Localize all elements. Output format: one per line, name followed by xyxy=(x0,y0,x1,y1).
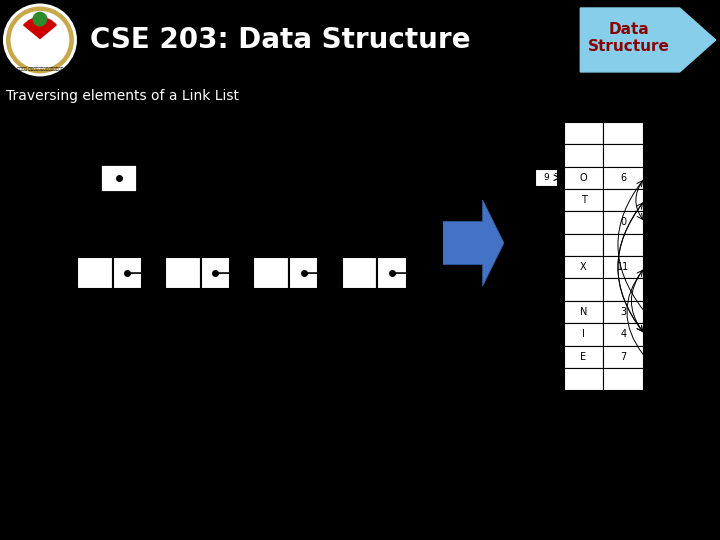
Text: 2.  Repeat Steps 3 and 4 while PTR ≠ NULL.: 2. Repeat Steps 3 and 4 while PTR ≠ NULL… xyxy=(21,398,312,411)
Text: O: O xyxy=(580,173,588,183)
Text: PTR := LINK[PTR]: PTR := LINK[PTR] xyxy=(215,325,311,334)
Bar xyxy=(377,257,407,289)
Text: 3.         Apply PROCESS to INFO[PTR].: 3. Apply PROCESS to INFO[PTR]. xyxy=(21,426,274,439)
Text: 6: 6 xyxy=(553,240,559,249)
Circle shape xyxy=(4,4,76,76)
Bar xyxy=(564,166,603,189)
Text: CSE 203: Data Structure: CSE 203: Data Structure xyxy=(90,26,470,54)
Bar xyxy=(564,368,603,390)
Bar xyxy=(603,166,643,189)
Text: 7: 7 xyxy=(553,263,559,272)
Bar xyxy=(165,257,201,289)
Text: E: E xyxy=(580,352,587,362)
Bar xyxy=(564,211,603,234)
Text: 3: 3 xyxy=(553,173,559,182)
Bar xyxy=(564,301,603,323)
Bar xyxy=(535,169,557,186)
Text: 9: 9 xyxy=(553,308,559,316)
Polygon shape xyxy=(580,8,716,72)
Circle shape xyxy=(6,7,73,73)
Text: X: X xyxy=(580,262,587,272)
Text: [End of Step 2 loop.]: [End of Step 2 loop.] xyxy=(21,476,159,489)
Text: Traversing elements of a Link List: Traversing elements of a Link List xyxy=(6,89,239,103)
Text: 7: 7 xyxy=(620,352,626,362)
Text: ঢাকা বিশ্ববিদ্যালয়: ঢাকা বিশ্ববিদ্যালয় xyxy=(17,68,63,71)
Bar xyxy=(289,257,318,289)
Bar xyxy=(564,234,603,256)
Text: PTR: PTR xyxy=(107,148,131,158)
Text: 12: 12 xyxy=(547,375,559,384)
Text: I: I xyxy=(582,329,585,340)
Text: 5: 5 xyxy=(553,218,559,227)
Text: 4.         Set PTR := LINK[PTR]. [PTR now points to the next node.]: 4. Set PTR := LINK[PTR]. [PTR now points… xyxy=(21,454,457,467)
Circle shape xyxy=(12,12,68,68)
Text: Data
Structure: Data Structure xyxy=(588,22,670,54)
Bar xyxy=(603,256,643,279)
Bar xyxy=(603,122,643,144)
Bar xyxy=(100,164,138,192)
Text: START: START xyxy=(507,173,534,182)
Text: T: T xyxy=(580,195,586,205)
Circle shape xyxy=(33,12,47,26)
Bar xyxy=(603,346,643,368)
Bar xyxy=(603,368,643,390)
Bar xyxy=(341,257,377,289)
Bar xyxy=(603,301,643,323)
Bar xyxy=(77,257,112,289)
Bar xyxy=(564,144,603,166)
Text: 4: 4 xyxy=(553,195,559,205)
Bar xyxy=(603,279,643,301)
Bar xyxy=(201,257,230,289)
Text: N: N xyxy=(580,307,588,317)
Polygon shape xyxy=(443,200,504,286)
Text: 9: 9 xyxy=(544,173,549,182)
Bar xyxy=(564,346,603,368)
Bar xyxy=(603,144,643,166)
Text: 0: 0 xyxy=(621,218,626,227)
Bar xyxy=(603,234,643,256)
Bar xyxy=(564,256,603,279)
Bar xyxy=(564,279,603,301)
Bar xyxy=(564,323,603,346)
Text: 3: 3 xyxy=(621,307,626,317)
Text: 1: 1 xyxy=(553,129,559,137)
Bar xyxy=(603,323,643,346)
Text: 11: 11 xyxy=(547,352,559,361)
Text: 2: 2 xyxy=(553,151,559,160)
Text: 6: 6 xyxy=(621,173,626,183)
Text: 10: 10 xyxy=(547,330,559,339)
Bar xyxy=(253,257,289,289)
Text: INFO: INFO xyxy=(570,114,597,124)
Text: 4: 4 xyxy=(621,329,626,340)
Text: 11: 11 xyxy=(617,262,629,272)
Wedge shape xyxy=(24,18,56,38)
Bar xyxy=(603,189,643,211)
Bar xyxy=(564,122,603,144)
Text: 5.  Exit.: 5. Exit. xyxy=(21,502,71,515)
Text: 8: 8 xyxy=(553,285,559,294)
Text: Fig. 5.8: Fig. 5.8 xyxy=(141,325,179,334)
Text: LINK: LINK xyxy=(621,114,646,124)
Bar xyxy=(112,257,142,289)
Bar xyxy=(564,189,603,211)
Text: 1.  Set PTR := START. [Initializes pointer PTR.]: 1. Set PTR := START. [Initializes pointe… xyxy=(21,370,333,383)
Bar xyxy=(603,211,643,234)
